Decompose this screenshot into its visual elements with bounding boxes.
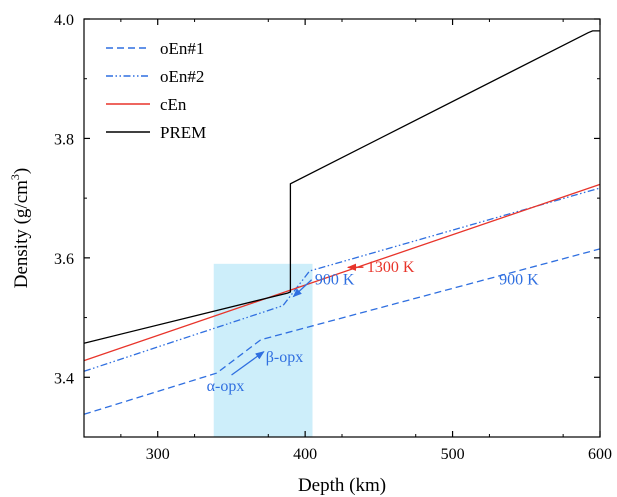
series-line-oen-1 (83, 248, 601, 415)
series-layer (83, 30, 601, 415)
y-axis-label-sup: 3 (8, 174, 22, 180)
y-tick-label: 4.0 (54, 12, 74, 29)
x-tick-label: 600 (588, 446, 612, 463)
legend: oEn#1 oEn#2 cEn PREM (106, 39, 206, 142)
y-axis-label-main: Density (g/cm (11, 180, 32, 288)
axis-ticks: 300 400 500 600 3.4 3.6 3.8 4.0 (54, 12, 612, 463)
y-tick-label: 3.4 (54, 370, 74, 387)
series-line-cen (83, 183, 601, 362)
series-line-prem (83, 30, 600, 344)
x-tick-label: 300 (146, 446, 170, 463)
annotation-label: 900 K (499, 272, 539, 289)
x-tick-label: 400 (293, 446, 317, 463)
x-axis-label: Depth (km) (298, 475, 386, 496)
legend-label: oEn#1 (160, 39, 204, 58)
legend-label: cEn (160, 95, 187, 114)
y-axis-label-close: ) (11, 168, 32, 174)
annotation-arrow (292, 279, 313, 298)
y-axis-label: Density (g/cm3) (8, 168, 32, 289)
annotation-arrow (231, 351, 265, 376)
legend-label: PREM (160, 123, 206, 142)
annotation-label: 1300 K (367, 259, 415, 276)
x-tick-label: 500 (441, 446, 465, 463)
annotation-layer: 1300 K 900 K 900 K β-opx α-opx (207, 259, 539, 395)
annotation-label: α-opx (207, 378, 245, 395)
annotation-label: 900 K (315, 272, 355, 289)
y-tick-label: 3.8 (54, 131, 74, 148)
legend-label: oEn#2 (160, 67, 204, 86)
annotation-label: β-opx (266, 349, 303, 366)
y-tick-label: 3.6 (54, 251, 74, 268)
